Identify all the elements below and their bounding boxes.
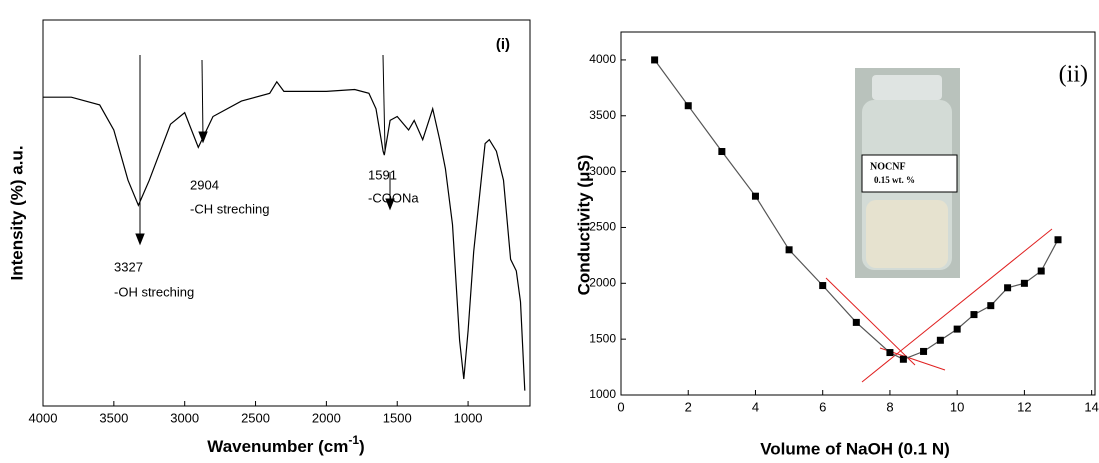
x-tick-label: 0: [617, 399, 624, 414]
x-tick-label: 3500: [99, 410, 128, 425]
x-tick-label: 3000: [170, 410, 199, 425]
x-tick-label: 2500: [241, 410, 270, 425]
y-axis-title: Intensity (%) a.u.: [7, 145, 26, 280]
marker: [852, 318, 860, 326]
marker: [987, 302, 995, 310]
marker: [936, 336, 944, 344]
x-tick-label: 10: [950, 399, 964, 414]
annotation: 1591: [368, 167, 397, 182]
marker: [1054, 236, 1062, 244]
annotation: 2904: [190, 177, 219, 192]
x-axis-title: Wavenumber (cm-1): [207, 433, 364, 456]
x-tick-label: 12: [1017, 399, 1031, 414]
marker: [1004, 284, 1012, 292]
arrows: [135, 54, 395, 246]
annotation: -COONa: [368, 190, 419, 205]
marker: [1020, 279, 1028, 287]
panel-label: (i): [496, 36, 510, 53]
x-axis-title-sup: -1: [348, 433, 359, 447]
marker: [819, 282, 827, 290]
marker: [953, 325, 961, 333]
marker: [751, 192, 759, 200]
frame: [620, 31, 1096, 396]
x-tick-label: 2: [685, 399, 692, 414]
x-tick-label: 6: [819, 399, 826, 414]
marker: [651, 56, 659, 64]
frame: [42, 19, 531, 407]
annotation: 3327: [114, 259, 143, 274]
x-axis-title-end: ): [359, 437, 365, 456]
x-tick-label: 1000: [454, 410, 483, 425]
inset-label: NOCNF: [870, 161, 906, 172]
annotation: -CH streching: [190, 201, 269, 216]
y-tick-label: 1000: [589, 387, 616, 401]
x-tick-label: 4000: [29, 410, 58, 425]
series-line: [43, 80, 526, 391]
y-tick-label: 1500: [589, 331, 616, 345]
inset-label: 0.15 wt. %: [874, 175, 915, 185]
marker: [970, 311, 978, 319]
x-tick-label: 4: [752, 399, 759, 414]
y-tick-label: 2500: [589, 220, 616, 234]
marker: [1037, 267, 1045, 275]
marker: [899, 355, 907, 363]
x-tick-label: 2000: [312, 410, 341, 425]
x-axis-title: Volume of NaOH (0.1 N): [760, 439, 950, 458]
y-tick-label: 4000: [589, 52, 616, 66]
y-tick-label: 2000: [589, 275, 616, 289]
marker: [886, 349, 894, 357]
x-tick-label: 1500: [383, 410, 412, 425]
marker: [718, 148, 726, 156]
x-axis-title-text: Wavenumber (cm: [207, 437, 348, 456]
marker: [785, 246, 793, 254]
inset-photo: [855, 68, 960, 278]
annotation: -OH streching: [114, 284, 194, 299]
y-tick-label: 3500: [589, 108, 616, 122]
x-tick-label: 8: [886, 399, 893, 414]
marker: [920, 347, 928, 355]
panel-label: (ii): [1059, 62, 1088, 88]
y-axis-title: Conductivity (μS): [574, 155, 593, 296]
y-tick-label: 3000: [589, 164, 616, 178]
x-tick-label: 14: [1084, 399, 1098, 414]
marker: [684, 102, 692, 110]
